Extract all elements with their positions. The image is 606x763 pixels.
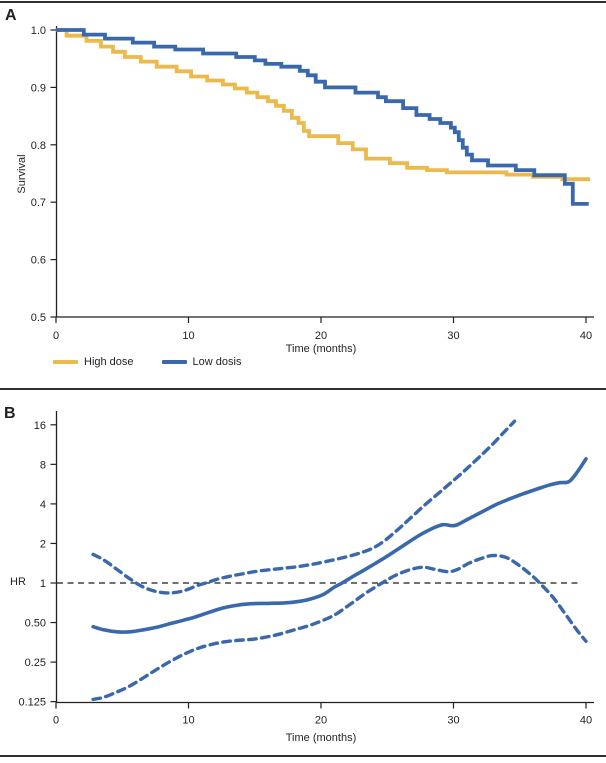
panel-b-y-tick-label: 0.25 bbox=[25, 657, 46, 669]
low-dose-legend-label: Low dosis bbox=[192, 356, 242, 368]
panel-b-x-tick-label: 10 bbox=[182, 715, 194, 727]
high-dose-legend-swatch bbox=[53, 360, 78, 364]
panel-b-y-axis-title: HR bbox=[10, 576, 26, 588]
panel-b-x-tick-label: 30 bbox=[447, 715, 459, 727]
panel-a-x-axis-title: Time (months) bbox=[285, 343, 357, 355]
panel-a-y-tick-label: 0.7 bbox=[31, 197, 46, 209]
panel-separator-rule bbox=[0, 388, 606, 390]
panel-a-y-tick-label: 0.5 bbox=[31, 312, 46, 324]
panel-a-x-tick-label: 20 bbox=[315, 330, 327, 342]
panel-b-y-tick-label: 8 bbox=[40, 459, 46, 471]
top-rule bbox=[0, 1, 606, 3]
panel-b-y-tick-label: 2 bbox=[40, 538, 46, 550]
panel-a-y-tick-label: 0.9 bbox=[31, 82, 46, 94]
hr-upper-ci-curve bbox=[91, 419, 517, 595]
hr-curve bbox=[91, 457, 588, 634]
panel-a-y-tick-label: 0.8 bbox=[31, 140, 46, 152]
panel-a-y-tick-label: 0.6 bbox=[31, 255, 46, 267]
panel-a-x-tick-label: 30 bbox=[447, 330, 459, 342]
panel-b-y-tick-label: 4 bbox=[40, 499, 46, 511]
panel-b-x-tick-label: 0 bbox=[53, 715, 59, 727]
panel-a-x-tick-label: 40 bbox=[580, 330, 592, 342]
panel-a-label: A bbox=[5, 7, 17, 24]
panel-b-y-tick-label: 1 bbox=[40, 578, 46, 590]
panel-b-x-tick-label: 20 bbox=[315, 715, 327, 727]
panel-b-y-tick-label: 0.50 bbox=[25, 618, 46, 630]
panel-b-x-tick-label: 40 bbox=[580, 715, 592, 727]
panel-b-y-tick-label: 16 bbox=[34, 420, 46, 432]
low-dose-legend-swatch bbox=[161, 360, 187, 364]
panel-b-x-axis-title: Time (months) bbox=[285, 732, 357, 744]
panel-a-x-tick-label: 0 bbox=[53, 330, 59, 342]
panel-a-x-tick-label: 10 bbox=[182, 330, 194, 342]
low-dose-curve bbox=[56, 28, 589, 206]
panel-b-label: B bbox=[4, 405, 16, 422]
high-dose-legend-label: High dose bbox=[84, 356, 134, 368]
hr-lower-ci-curve bbox=[91, 553, 588, 702]
high-dose-curve bbox=[56, 28, 590, 182]
bottom-rule bbox=[0, 755, 606, 757]
legend: High dose Low dosis bbox=[53, 356, 269, 368]
panel-b-y-tick-label: 0.125 bbox=[18, 697, 46, 709]
panel-a-y-tick-label: 1.0 bbox=[31, 25, 46, 37]
